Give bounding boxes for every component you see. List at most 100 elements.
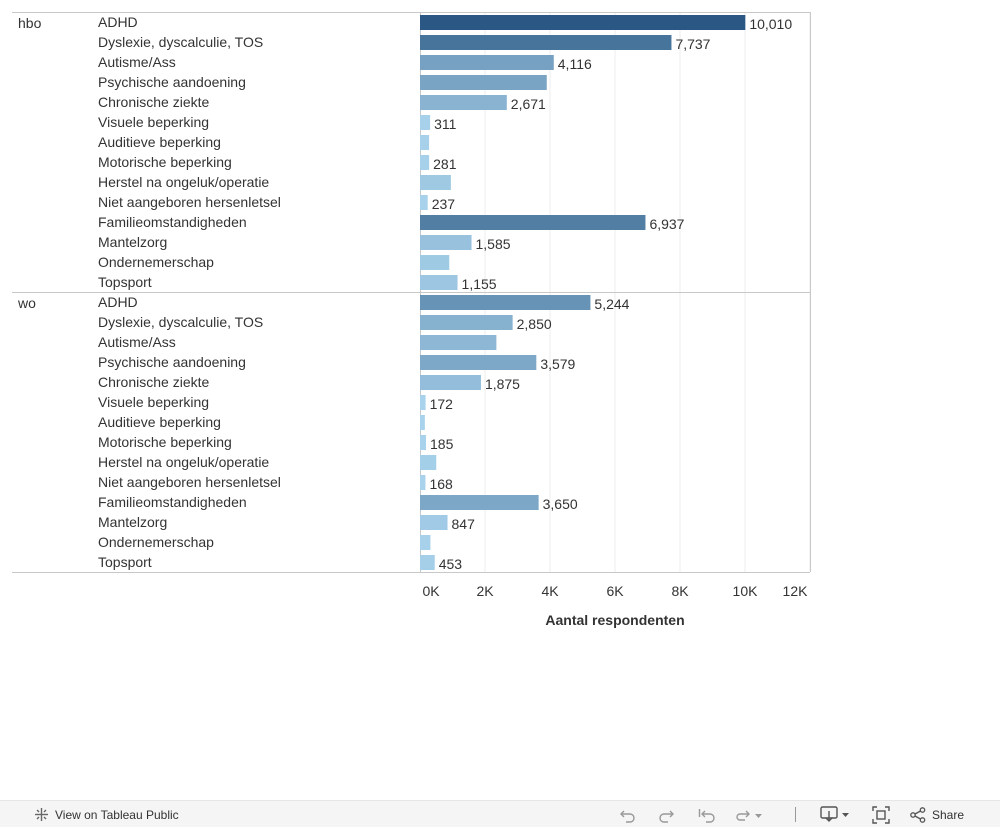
- bar[interactable]: [420, 335, 497, 350]
- category-label: Auditieve beperking: [98, 134, 221, 150]
- bar[interactable]: [420, 75, 547, 90]
- data-label: 311: [434, 116, 457, 132]
- bar[interactable]: [420, 135, 430, 150]
- data-label: 1,585: [476, 236, 511, 252]
- category-label: Dyslexie, dyscalculie, TOS: [98, 34, 263, 50]
- bar[interactable]: [420, 295, 591, 310]
- refresh-icon: [735, 807, 765, 823]
- bar[interactable]: [420, 215, 646, 230]
- redo-icon: [658, 807, 674, 823]
- bar[interactable]: [420, 235, 472, 250]
- bar[interactable]: [420, 255, 450, 270]
- data-label: 6,937: [649, 216, 684, 232]
- fullscreen-button[interactable]: [872, 801, 890, 828]
- x-tick-label: 2K: [476, 583, 494, 599]
- view-on-tableau-label: View on Tableau Public: [55, 807, 179, 822]
- bar-chart: hbo ADHD 10,010 Dyslexie, dyscalculie, TOS 7…: [12, 12, 811, 628]
- data-label: 168: [429, 476, 453, 492]
- revert-button[interactable]: [698, 801, 716, 828]
- refresh-button[interactable]: [735, 801, 765, 828]
- category-label: Autisme/Ass: [98, 334, 176, 350]
- category-label: Familieomstandigheden: [98, 494, 247, 510]
- tableau-logo-icon: [34, 807, 49, 822]
- bar[interactable]: [420, 375, 481, 390]
- data-label: 2,850: [517, 316, 552, 332]
- data-label: 172: [430, 396, 454, 412]
- bar[interactable]: [420, 495, 539, 510]
- category-label: Familieomstandigheden: [98, 214, 247, 230]
- bar[interactable]: [420, 195, 428, 210]
- category-label: Mantelzorg: [98, 234, 167, 250]
- x-tick-label: 8K: [671, 583, 689, 599]
- data-label: 185: [430, 436, 454, 452]
- bar[interactable]: [420, 115, 431, 130]
- category-label: Niet aangeboren hersenletsel: [98, 474, 281, 490]
- bar[interactable]: [420, 35, 672, 50]
- data-label: 1,155: [462, 276, 497, 292]
- download-button[interactable]: [820, 801, 852, 828]
- category-label: Chronische ziekte: [98, 374, 209, 390]
- download-icon: [820, 805, 852, 824]
- category-label: ADHD: [98, 294, 138, 310]
- redo-button[interactable]: [658, 801, 674, 828]
- data-label: 237: [432, 196, 456, 212]
- bar[interactable]: [420, 55, 554, 70]
- bars: [420, 15, 746, 570]
- category-label: Niet aangeboren hersenletsel: [98, 194, 281, 210]
- category-label: Dyslexie, dyscalculie, TOS: [98, 314, 263, 330]
- bar[interactable]: [420, 515, 448, 530]
- toolbar-divider: [795, 807, 796, 822]
- data-label: 2,671: [511, 96, 546, 112]
- category-label: ADHD: [98, 14, 138, 30]
- x-tick-label: 4K: [541, 583, 559, 599]
- data-label: 10,010: [749, 16, 792, 32]
- category-label: Psychische aandoening: [98, 74, 246, 90]
- category-label: Herstel na ongeluk/operatie: [98, 174, 269, 190]
- category-label: Ondernemerschap: [98, 254, 214, 270]
- tableau-toolbar: View on Tableau Public Share: [0, 800, 1000, 827]
- share-label: Share: [932, 807, 965, 822]
- bar[interactable]: [420, 455, 437, 470]
- bar[interactable]: [420, 555, 435, 570]
- data-label: 5,244: [594, 296, 629, 312]
- category-label: Psychische aandoening: [98, 354, 246, 370]
- labels: hbo ADHD 10,010 Dyslexie, dyscalculie, TOS 7…: [17, 14, 792, 572]
- x-axis: 0K 2K 4K 6K 8K 10K 12K: [422, 583, 808, 599]
- data-label: 847: [452, 516, 476, 532]
- x-tick-label: 0K: [422, 583, 440, 599]
- category-label: Visuele beperking: [98, 114, 209, 130]
- undo-icon: [620, 807, 636, 823]
- category-label: Chronische ziekte: [98, 94, 209, 110]
- bar[interactable]: [420, 395, 426, 410]
- x-tick-label: 6K: [606, 583, 624, 599]
- bar[interactable]: [420, 535, 431, 550]
- bar[interactable]: [420, 355, 537, 370]
- bar[interactable]: [420, 15, 746, 30]
- undo-button[interactable]: [620, 801, 636, 828]
- category-label: Visuele beperking: [98, 394, 209, 410]
- bar[interactable]: [420, 275, 458, 290]
- category-label: Autisme/Ass: [98, 54, 176, 70]
- data-label: 3,650: [543, 496, 578, 512]
- x-axis-title: Aantal respondenten: [545, 612, 684, 628]
- data-label: 7,737: [675, 36, 710, 52]
- category-label: Topsport: [98, 274, 152, 290]
- data-label: 281: [433, 156, 457, 172]
- bar[interactable]: [420, 155, 430, 170]
- category-label: Auditieve beperking: [98, 414, 221, 430]
- category-label: Motorische beperking: [98, 434, 232, 450]
- bar[interactable]: [420, 435, 427, 450]
- bar[interactable]: [420, 415, 425, 430]
- bar[interactable]: [420, 175, 451, 190]
- data-label: 4,116: [558, 56, 592, 72]
- data-label: 3,579: [540, 356, 575, 372]
- data-label: 1,875: [485, 376, 520, 392]
- bar[interactable]: [420, 475, 426, 490]
- x-tick-label: 10K: [733, 583, 759, 599]
- bar[interactable]: [420, 315, 513, 330]
- view-on-tableau-link[interactable]: View on Tableau Public: [34, 801, 179, 828]
- category-label: Ondernemerschap: [98, 534, 214, 550]
- share-icon: [910, 806, 926, 823]
- bar[interactable]: [420, 95, 507, 110]
- share-button[interactable]: Share: [910, 801, 964, 828]
